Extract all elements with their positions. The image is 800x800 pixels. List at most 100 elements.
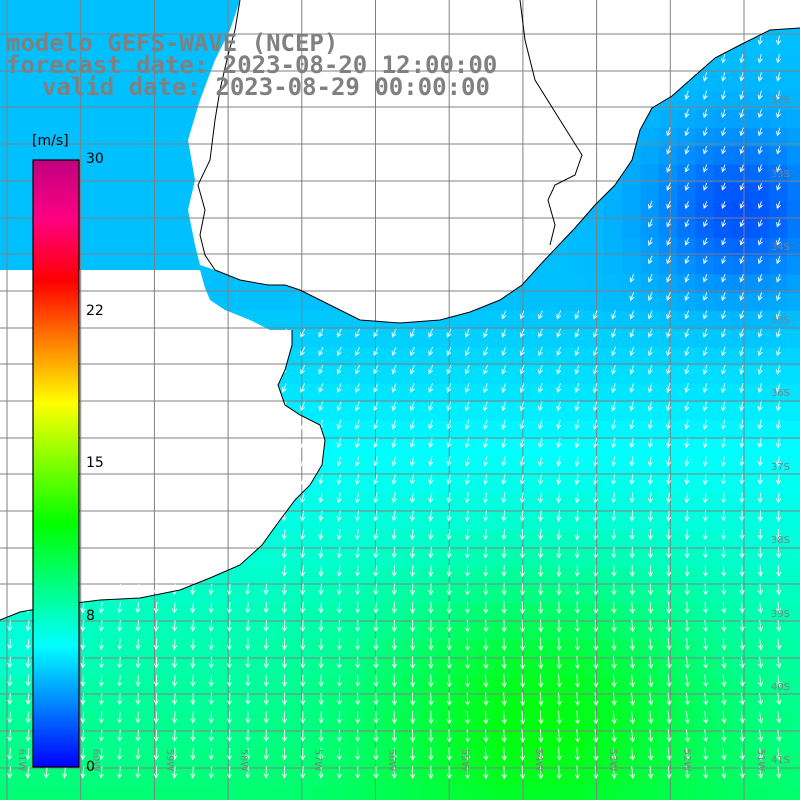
wind-arrow <box>556 601 562 615</box>
wind-arrow <box>721 182 727 191</box>
wind-cell <box>347 384 367 404</box>
wind-cell <box>530 530 550 550</box>
wind-cell <box>420 768 440 788</box>
wind-cell <box>475 732 495 751</box>
wind-cell <box>91 73 111 93</box>
wind-cell <box>329 750 349 770</box>
wind-arrow <box>25 657 31 669</box>
wind-arrow <box>611 710 617 725</box>
wind-cell <box>567 786 587 800</box>
wind-cell <box>695 768 715 788</box>
wind-cell <box>658 768 678 788</box>
wind-arrow <box>592 492 599 504</box>
wind-cell <box>384 494 404 513</box>
wind-cell <box>256 640 276 660</box>
wind-arrow <box>592 565 599 578</box>
wind-cell <box>384 750 404 770</box>
wind-arrow <box>446 656 452 670</box>
wind-cell <box>603 512 623 532</box>
wind-cell <box>128 128 147 147</box>
wind-cell <box>36 786 56 800</box>
wind-arrow <box>721 219 727 228</box>
wind-cell <box>658 256 678 276</box>
wind-cell <box>567 402 587 422</box>
wind-cell <box>329 640 349 660</box>
wind-cell <box>750 732 770 751</box>
wind-cell <box>713 475 733 495</box>
wind-cell <box>183 585 202 605</box>
wind-cell <box>420 494 440 513</box>
wind-arrow <box>720 419 727 430</box>
wind-arrow <box>702 528 708 541</box>
wind-cell <box>384 347 404 367</box>
wind-arrow <box>373 565 379 577</box>
wind-cell <box>750 420 770 440</box>
wind-arrow <box>775 364 781 375</box>
wind-arrow <box>538 710 544 725</box>
wind-cell <box>567 713 587 733</box>
wind-arrow <box>556 728 562 743</box>
wind-cell <box>567 768 587 788</box>
wind-cell <box>311 402 330 422</box>
wind-cell <box>201 732 221 751</box>
wind-cell <box>128 164 147 184</box>
wind-arrow <box>135 638 141 651</box>
wind-arrow <box>574 528 580 541</box>
wind-cell <box>494 512 513 532</box>
wind-cell <box>585 494 605 513</box>
wind-cell <box>402 366 422 385</box>
wind-cell <box>311 786 330 800</box>
wind-arrow <box>758 693 764 706</box>
wind-cell <box>713 292 733 312</box>
wind-cell <box>622 219 642 239</box>
wind-cell <box>732 457 751 477</box>
wind-cell <box>128 0 147 19</box>
wind-arrow <box>593 747 599 762</box>
wind-cell <box>640 384 660 404</box>
wind-cell <box>677 530 696 550</box>
wind-arrow <box>702 310 708 320</box>
wind-arrow <box>281 601 287 614</box>
wind-arrow <box>245 583 251 596</box>
wind-cell <box>567 329 587 349</box>
wind-cell <box>549 786 568 800</box>
wind-cell <box>475 750 495 770</box>
wind-arrow <box>775 474 782 486</box>
wind-arrow <box>501 692 507 707</box>
wind-arrow <box>391 601 397 614</box>
wind-arrow <box>465 747 471 761</box>
wind-cell <box>73 54 93 74</box>
wind-cell <box>494 603 513 623</box>
wind-arrow <box>501 528 507 541</box>
wind-arrow <box>153 583 159 596</box>
wind-cell <box>402 695 422 715</box>
wind-cell <box>256 713 276 733</box>
wind-arrow <box>684 346 690 357</box>
wind-cell <box>658 677 678 696</box>
wind-cell <box>311 494 330 513</box>
wind-cell <box>585 274 605 294</box>
wind-cell <box>420 366 440 385</box>
wind-cell <box>750 183 770 202</box>
wind-cell <box>658 530 678 550</box>
wind-cell <box>640 786 660 800</box>
wind-cell <box>530 603 550 623</box>
wind-arrow <box>519 601 525 615</box>
wind-cell <box>494 384 513 404</box>
wind-cell <box>0 54 19 74</box>
wind-arrow <box>757 674 764 688</box>
wind-arrow <box>739 419 745 430</box>
wind-arrow <box>446 510 452 522</box>
wind-cell <box>677 713 696 733</box>
wind-arrow <box>391 638 397 651</box>
wind-arrow <box>538 655 544 670</box>
wind-cell <box>695 439 715 459</box>
wind-cell <box>439 475 459 495</box>
wind-arrow <box>684 328 690 338</box>
wind-arrow <box>611 474 617 486</box>
wind-arrow <box>757 201 763 209</box>
wind-cell <box>347 549 367 568</box>
wind-arrow <box>355 346 360 357</box>
wind-cell <box>713 549 733 568</box>
wind-cell <box>475 603 495 623</box>
